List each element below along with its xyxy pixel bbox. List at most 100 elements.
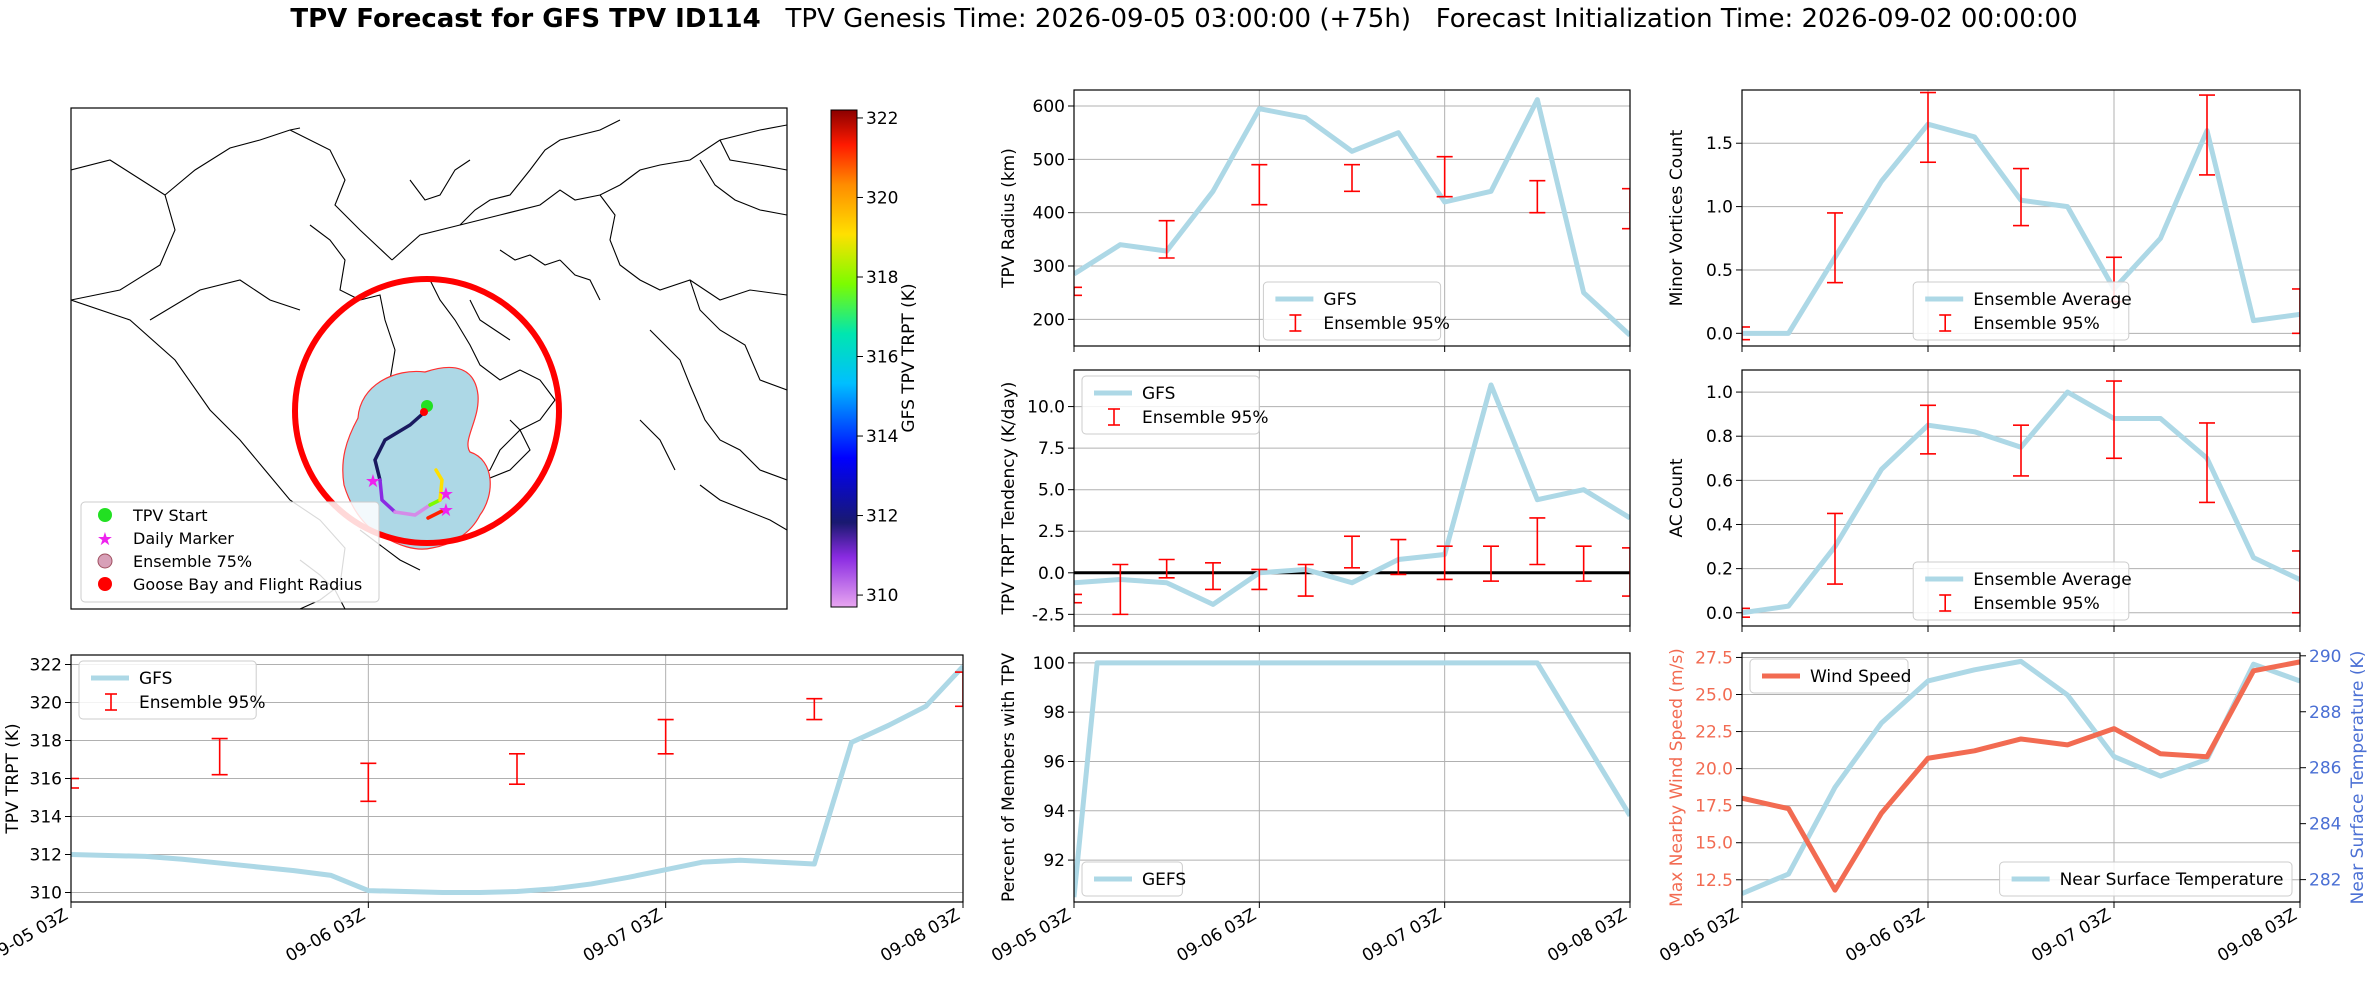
radius-errorbar-1 — [1158, 219, 1175, 259]
minor_vortices-errorbar-3 — [2013, 167, 2029, 227]
radius-legend-item-1: Ensemble 95% — [1323, 314, 1450, 334]
wind_temp-xtick-label-2: 09-07 03Z — [2028, 905, 2114, 966]
trpt-ytick-label-0: 310 — [30, 884, 62, 904]
trpt_tendency-legend-item-1: Ensemble 95% — [1142, 408, 1269, 428]
trpt-legend-item-0: GFS — [139, 669, 172, 689]
ac-count-panel: 0.0 0.2 0.4 0.6 0.8 1.0 AC Count Ensemble Avera… — [1667, 369, 2301, 632]
percent_members-ytick-label-4: 100 — [1033, 654, 1065, 674]
percent_members-main-line — [1074, 660, 1630, 898]
minor_vortices-frame — [1741, 89, 2301, 347]
minor_vortices-errorbar-2 — [1920, 91, 1936, 164]
wind_temp-ytick-label-1: 15.0 — [1695, 834, 1733, 854]
colorbar-tick-label-3: 316 — [866, 348, 898, 368]
trpt_tendency-errorbar-7 — [1390, 538, 1407, 576]
wind_temp-ytick-label-2: 17.5 — [1695, 797, 1733, 817]
trpt-ytick-label-6: 322 — [30, 656, 62, 676]
trpt_tendency-ytick-label-4: 7.5 — [1038, 439, 1065, 459]
map-panel: ★ ★ ★ TPV Start ★ Daily Marker Ensemble … — [70, 107, 919, 610]
wind_temp-ytick-label-4: 22.5 — [1695, 723, 1733, 743]
trpt_tendency-ytick-label-2: 2.5 — [1038, 522, 1065, 542]
trpt_tendency-errorbar-11 — [1575, 545, 1592, 582]
trpt-errorbar-3 — [509, 752, 525, 786]
trpt-xtick-label-3: 09-08 03Z — [877, 905, 963, 966]
trpt_tendency-errorbar-12 — [1622, 547, 1630, 597]
ac_count-errorbar-4 — [2106, 380, 2122, 460]
ac_count-legend-item-1: Ensemble 95% — [1973, 594, 2100, 614]
colorbar-tick-label-6: 310 — [866, 586, 898, 606]
radius-panel: 200 300 400 500 600 TPV Radius (km) GFS Ensembl… — [999, 89, 1631, 352]
daily-marker-2: ★ — [438, 484, 454, 505]
trpt-ytick-label-2: 314 — [30, 808, 62, 828]
radius-errorbar-0 — [1074, 286, 1082, 297]
trpt-legend: GFS Ensemble 95% — [78, 660, 266, 720]
wind_temp-legend: Wind Speed — [1749, 658, 1911, 694]
colorbar: 322 320 318 316 314 312 310 GFS TPV TRPT (K) — [830, 109, 919, 608]
percent_members-series-group — [1074, 660, 1630, 898]
percent_members-ylabel: Percent of Members with TPV — [999, 653, 1019, 902]
trpt_tendency-errorbar-9 — [1483, 545, 1499, 582]
trpt_tendency-ylabel: TPV TRPT Tendency (K/day) — [999, 382, 1019, 616]
ac_count-errorbar-0 — [1742, 607, 1750, 618]
ac_count-ytick-label-4: 0.8 — [1706, 427, 1733, 447]
ac_count-legend: Ensemble Average Ensemble 95% — [1912, 561, 2132, 621]
colorbar-tick-label-2: 318 — [866, 268, 898, 288]
trpt-xtick-label-0: 09-05 03Z — [0, 905, 72, 966]
trpt-ytick-label-1: 312 — [30, 846, 62, 866]
ac_count-errorbar-3 — [2013, 424, 2029, 477]
percent_members-xtick-label-2: 09-07 03Z — [1359, 905, 1445, 966]
wind_temp-frame — [1741, 652, 2301, 903]
trpt-errorbar-6 — [955, 671, 963, 708]
ac_count-errorbar-1 — [1827, 512, 1843, 585]
percent_members-ytick-label-1: 94 — [1043, 802, 1065, 822]
legend-ensemble-swatch — [97, 553, 113, 569]
colorbar-tick-label-4: 314 — [866, 427, 898, 447]
trpt-tendency-panel: -2.5 0.0 2.5 5.0 7.5 10.0 TPV TRPT Tendency (K… — [999, 369, 1631, 632]
colorbar-tick-label-5: 312 — [866, 507, 898, 527]
minor_vortices-legend: Ensemble Average Ensemble 95% — [1912, 281, 2132, 341]
trpt_tendency-errorbar-4 — [1251, 568, 1268, 591]
trpt-errorbar-5 — [806, 697, 823, 721]
colorbar-tick-label-1: 320 — [866, 188, 898, 208]
right-ytick-label-1: 284 — [2309, 815, 2341, 835]
trpt_tendency-legend-item-0: GFS — [1142, 384, 1175, 404]
trpt_tendency-ytick-label-1: 0.0 — [1038, 564, 1065, 584]
minor_vortices-ytick-label-1: 0.5 — [1706, 261, 1733, 281]
daily-marker-3: ★ — [438, 500, 454, 521]
wind_temp-ytick-label-3: 20.0 — [1695, 760, 1733, 780]
wind_temp-series-group — [1742, 658, 2300, 896]
wind_temp-ylabel: Max Nearby Wind Speed (m/s) — [1667, 648, 1687, 907]
ac_count-errorbar-2 — [1920, 404, 1936, 455]
ac_count-ylabel: AC Count — [1667, 458, 1687, 537]
percent_members-xtick-label-0: 09-05 03Z — [988, 905, 1074, 966]
trpt_tendency-errorbar-10 — [1529, 517, 1546, 566]
trpt-ytick-label-4: 318 — [30, 732, 62, 752]
right-ytick-label-0: 282 — [2309, 871, 2341, 891]
wind_temp-xtick-label-1: 09-06 03Z — [1842, 905, 1928, 966]
minor_vortices-errorbar-1 — [1827, 212, 1843, 284]
radius-ytick-label-4: 600 — [1033, 97, 1065, 117]
wind_temp-legend-right: Near Surface Temperature — [1999, 861, 2293, 897]
wind_temp-ytick-label-0: 12.5 — [1695, 871, 1733, 891]
radius-errorbar-2 — [1251, 163, 1268, 206]
percent_members-xtick-label-3: 09-08 03Z — [1544, 905, 1630, 966]
trpt_tendency-errorbar-0 — [1074, 593, 1082, 604]
wind-speed-line — [1742, 659, 2300, 893]
ac_count-ytick-label-0: 0.0 — [1706, 604, 1733, 624]
trpt-errorbar-1 — [211, 737, 228, 776]
trpt-panel: 09-05 03Z 09-06 03Z 09-07 03Z 09-08 03Z 310 3… — [0, 654, 964, 966]
percent_members-xtick-label-1: 09-06 03Z — [1174, 905, 1260, 966]
figure-title-main: TPV Forecast for GFS TPV ID114 — [290, 4, 761, 34]
ac_count-errorbar-5 — [2199, 422, 2215, 504]
right-ylabel: Near Surface Temperature (K) — [2348, 651, 2368, 905]
radius-errorbar-6 — [1622, 187, 1630, 230]
wind_temp-legend-item-0: Wind Speed — [1810, 667, 1911, 687]
ac_count-ytick-label-3: 0.6 — [1706, 471, 1733, 491]
legend-goose-bay: Goose Bay and Flight Radius — [133, 575, 362, 594]
ac_count-ytick-label-5: 1.0 — [1706, 383, 1733, 403]
legend-daily-marker: Daily Marker — [133, 529, 234, 548]
trpt_tendency-frame — [1073, 369, 1631, 627]
ac_count-errorbar-6 — [2292, 550, 2300, 614]
trpt_tendency-errorbar-3 — [1205, 562, 1221, 591]
trpt_tendency-ytick-label-0: -2.5 — [1032, 605, 1065, 625]
trpt_tendency-errorbar-2 — [1158, 558, 1175, 579]
